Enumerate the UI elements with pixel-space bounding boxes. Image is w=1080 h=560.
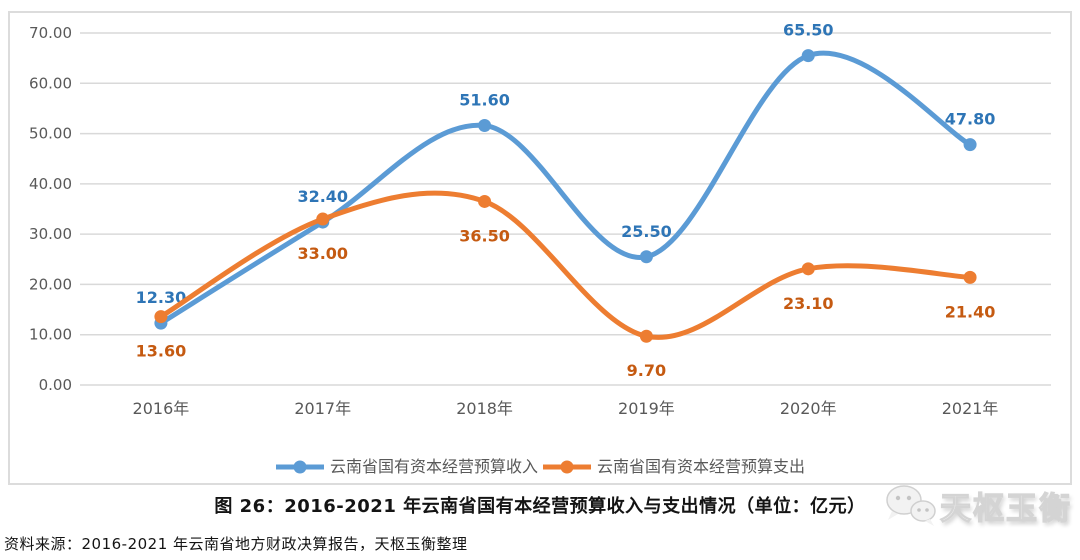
legend-item: 云南省国有资本经营预算收入 [275, 459, 538, 475]
data-label: 23.10 [783, 294, 834, 313]
data-point [478, 119, 492, 133]
data-label: 21.40 [945, 302, 996, 321]
data-label: 33.00 [297, 244, 348, 263]
caption-row: 图 26：2016-2021 年云南省国有本经营预算收入与支出情况（单位：亿元） [0, 492, 1080, 518]
legend-label: 云南省国有资本经营预算收入 [329, 457, 538, 476]
legend-marker [275, 460, 324, 474]
x-tick-label: 2020年 [780, 399, 837, 418]
legend-marker [543, 460, 591, 474]
x-tick-label: 2019年 [618, 399, 675, 418]
series-line [158, 50, 973, 326]
data-point [963, 138, 977, 152]
data-point [639, 329, 653, 343]
data-label: 51.60 [459, 91, 510, 110]
data-label: 12.30 [136, 288, 187, 307]
data-label: 32.40 [297, 187, 348, 206]
data-point [639, 250, 653, 264]
figure-caption: 图 26：2016-2021 年云南省国有本经营预算收入与支出情况（单位：亿元） [214, 496, 866, 517]
data-label: 25.50 [621, 222, 672, 241]
data-label: 13.60 [136, 342, 187, 361]
data-point [801, 262, 815, 276]
source-note: 资料来源：2016-2021 年云南省地方财政决算报告，天枢玉衡整理 [4, 535, 468, 553]
y-tick-label: 40.00 [29, 175, 72, 193]
x-tick-label: 2017年 [294, 399, 351, 418]
data-point [316, 212, 330, 226]
y-tick-label: 0.00 [39, 376, 72, 394]
y-tick-label: 30.00 [29, 225, 72, 243]
y-tick-label: 70.00 [29, 24, 72, 42]
legend-label: 云南省国有资本经营预算支出 [597, 457, 806, 476]
data-label: 9.70 [627, 361, 666, 380]
line-chart: 0.00 10.00 20.00 30.00 40.00 50.00 60.00 70.00 2… [29, 21, 1051, 418]
data-label: 47.80 [945, 110, 996, 129]
data-label: 65.50 [783, 21, 834, 40]
y-tick-label: 20.00 [29, 275, 72, 293]
x-tick-label: 2021年 [942, 399, 999, 418]
data-point [963, 270, 977, 284]
y-tick-label: 10.00 [29, 326, 72, 344]
data-label: 36.50 [459, 226, 510, 245]
chart-area: 0.00 10.00 20.00 30.00 40.00 50.00 60.00 70.00 2… [8, 11, 1072, 485]
x-tick-label: 2016年 [133, 399, 190, 418]
legend-item: 云南省国有资本经营预算支出 [542, 459, 805, 475]
data-point [478, 194, 492, 208]
data-point [154, 310, 168, 324]
chart-legend: 云南省国有资本经营预算收入 云南省国有资本经营预算支出 [10, 459, 1070, 475]
data-point [801, 49, 815, 63]
y-tick-label: 50.00 [29, 125, 72, 143]
series-line [158, 190, 973, 340]
x-tick-label: 2018年 [456, 399, 513, 418]
y-tick-label: 60.00 [29, 74, 72, 92]
